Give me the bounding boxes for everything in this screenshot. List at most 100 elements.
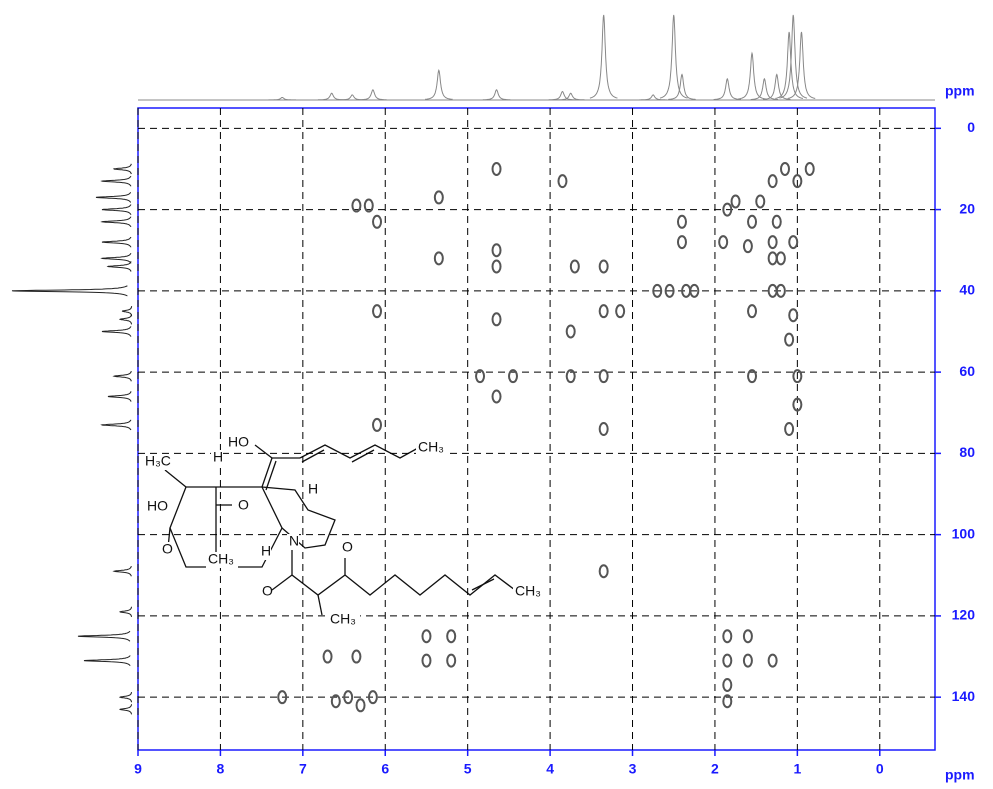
projection-peak bbox=[668, 73, 696, 100]
y-tick-label: 140 bbox=[952, 688, 976, 704]
cross-peak bbox=[363, 198, 374, 213]
cross-peak bbox=[355, 698, 366, 713]
cross-peak bbox=[718, 235, 729, 250]
projection-peak bbox=[763, 73, 791, 100]
cross-peak bbox=[351, 198, 362, 213]
cross-peak bbox=[491, 161, 502, 176]
cross-peak bbox=[742, 653, 753, 668]
cross-peak bbox=[330, 694, 341, 709]
x-tick-label: 9 bbox=[134, 761, 142, 777]
projection-peak bbox=[100, 419, 132, 431]
x-tick-label: 3 bbox=[629, 761, 637, 777]
cross-peak bbox=[598, 369, 609, 384]
structure-label: H bbox=[308, 481, 318, 497]
structure-label: CH₃ bbox=[330, 611, 356, 627]
cross-peak bbox=[747, 214, 758, 229]
projection-peak bbox=[775, 31, 804, 99]
projection-peak bbox=[112, 163, 132, 175]
structure-label: O bbox=[342, 539, 353, 555]
cross-peak bbox=[475, 369, 486, 384]
cross-peak bbox=[775, 283, 786, 298]
projection-peak bbox=[11, 285, 128, 297]
cross-peak bbox=[322, 649, 333, 664]
projection-peak bbox=[101, 236, 132, 248]
cross-peak bbox=[676, 214, 687, 229]
cross-peak bbox=[598, 564, 609, 579]
cross-peak bbox=[351, 649, 362, 664]
cross-peak bbox=[775, 251, 786, 266]
x-axis-label: ppm bbox=[945, 83, 975, 99]
projection-peak bbox=[338, 94, 366, 101]
cross-peak bbox=[792, 397, 803, 412]
cross-peak bbox=[722, 677, 733, 692]
cross-peak bbox=[767, 174, 778, 189]
projection-peak bbox=[112, 370, 132, 382]
x-tick-label: 1 bbox=[793, 761, 801, 777]
projection-peak bbox=[268, 97, 296, 101]
cross-peak bbox=[565, 324, 576, 339]
cross-peak bbox=[372, 304, 383, 319]
projection-peak bbox=[359, 89, 387, 101]
x-tick-label: 7 bbox=[299, 761, 307, 777]
cross-peak bbox=[433, 251, 444, 266]
label-backdrop bbox=[259, 544, 271, 560]
label-backdrop bbox=[513, 584, 545, 600]
cross-peak bbox=[779, 161, 790, 176]
plot-frame bbox=[137, 107, 936, 751]
cross-peak bbox=[372, 214, 383, 229]
structure-label: N bbox=[289, 533, 299, 549]
label-backdrop bbox=[236, 498, 248, 514]
cross-peak bbox=[446, 653, 457, 668]
label-backdrop bbox=[260, 584, 272, 600]
y-tick-label: 100 bbox=[952, 525, 976, 541]
structure-label: O bbox=[238, 497, 249, 513]
cross-peak bbox=[598, 259, 609, 274]
structure-label: HO bbox=[228, 434, 249, 450]
projection-peak bbox=[100, 175, 132, 187]
cross-peak bbox=[598, 304, 609, 319]
projection-peak bbox=[119, 606, 132, 617]
cross-peak bbox=[788, 235, 799, 250]
cross-peak bbox=[557, 174, 568, 189]
projection-peak bbox=[659, 14, 688, 99]
cross-peak bbox=[747, 369, 758, 384]
structure-label: H bbox=[261, 543, 271, 559]
cross-peak bbox=[730, 194, 741, 209]
label-backdrop bbox=[328, 612, 360, 628]
cross-peak bbox=[277, 690, 288, 705]
cross-peak bbox=[676, 235, 687, 250]
projection-peak bbox=[118, 692, 132, 703]
x-tick-label: 2 bbox=[711, 761, 719, 777]
cross-peak bbox=[565, 369, 576, 384]
cross-peak bbox=[508, 369, 519, 384]
label-backdrop bbox=[340, 540, 352, 556]
cross-peak bbox=[421, 629, 432, 644]
projection-peak bbox=[100, 253, 132, 264]
cross-peak bbox=[598, 422, 609, 436]
projection-peak bbox=[738, 51, 766, 100]
cross-peak bbox=[421, 653, 432, 668]
cross-peak bbox=[491, 259, 502, 274]
projection-peak bbox=[425, 69, 453, 100]
cross-peak bbox=[792, 369, 803, 384]
x-tick-label: 4 bbox=[546, 761, 554, 777]
structure bbox=[164, 444, 516, 616]
label-backdrop bbox=[416, 440, 448, 456]
cross-peak bbox=[747, 304, 758, 319]
projection-1h bbox=[268, 14, 816, 101]
cross-peak bbox=[722, 629, 733, 644]
cross-peak bbox=[804, 161, 815, 176]
cross-peak bbox=[367, 690, 378, 705]
label-backdrop bbox=[287, 534, 299, 550]
cross-peak bbox=[722, 694, 733, 709]
projection-peak bbox=[317, 92, 346, 101]
cross-peak bbox=[569, 259, 580, 274]
cross-peak bbox=[742, 239, 753, 254]
cross-peak bbox=[491, 389, 502, 404]
cross-peak bbox=[491, 312, 502, 327]
structure-label: CH₃ bbox=[418, 439, 444, 455]
label-backdrop bbox=[226, 435, 248, 451]
y-axis-label: ppm bbox=[945, 767, 975, 783]
cross-peak bbox=[372, 417, 383, 432]
